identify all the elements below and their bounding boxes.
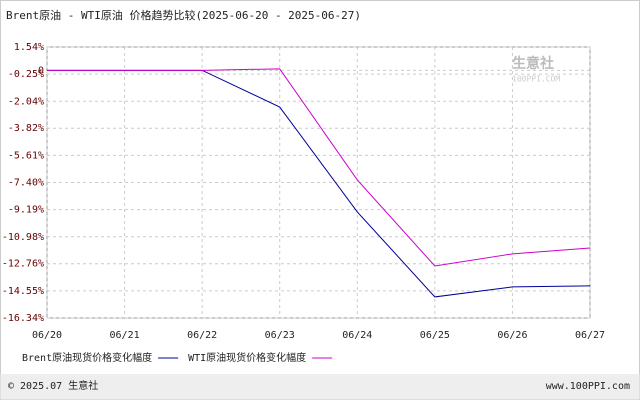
legend-label: Brent原油现货价格变化幅度 [22, 351, 152, 364]
x-tick-label: 06/27 [575, 330, 605, 341]
x-tick-label: 06/20 [32, 330, 62, 341]
x-tick-label: 06/22 [187, 330, 217, 341]
y-tick-label: -5.61% [8, 150, 44, 161]
chart-title: Brent原油 - WTI原油 价格趋势比较(2025-06-20 - 2025… [6, 8, 361, 22]
y-tick-label: 1.54% [14, 42, 44, 53]
x-tick-label: 06/23 [265, 330, 295, 341]
x-tick-label: 06/26 [497, 330, 527, 341]
series-line [47, 68, 591, 267]
footer-left: © 2025.07 生意社 [8, 379, 98, 392]
y-tick-label: -9.19% [8, 205, 44, 216]
footer-right: www.100PPI.com [546, 381, 630, 392]
y-tick-label: -10.98% [2, 232, 44, 243]
y-tick-label: -12.76% [2, 259, 44, 270]
legend-label: WTI原油现货价格变化幅度 [188, 351, 306, 364]
x-tick-label: 06/24 [342, 330, 372, 341]
y-tick-label: 0 [38, 65, 44, 76]
x-tick-label: 06/21 [110, 330, 140, 341]
y-tick-label: -14.55% [2, 286, 44, 297]
footer-bar [0, 374, 640, 400]
y-tick-label: -7.40% [8, 178, 44, 189]
x-tick-label: 06/25 [420, 330, 450, 341]
y-tick-label: -3.82% [8, 123, 44, 134]
y-tick-label: -0.25% [8, 69, 44, 80]
watermark-sub: 100PPI.COM [512, 75, 560, 84]
y-tick-label: -16.34% [2, 313, 44, 324]
watermark: 生意社 [512, 55, 554, 72]
y-tick-label: -2.04% [8, 96, 44, 107]
